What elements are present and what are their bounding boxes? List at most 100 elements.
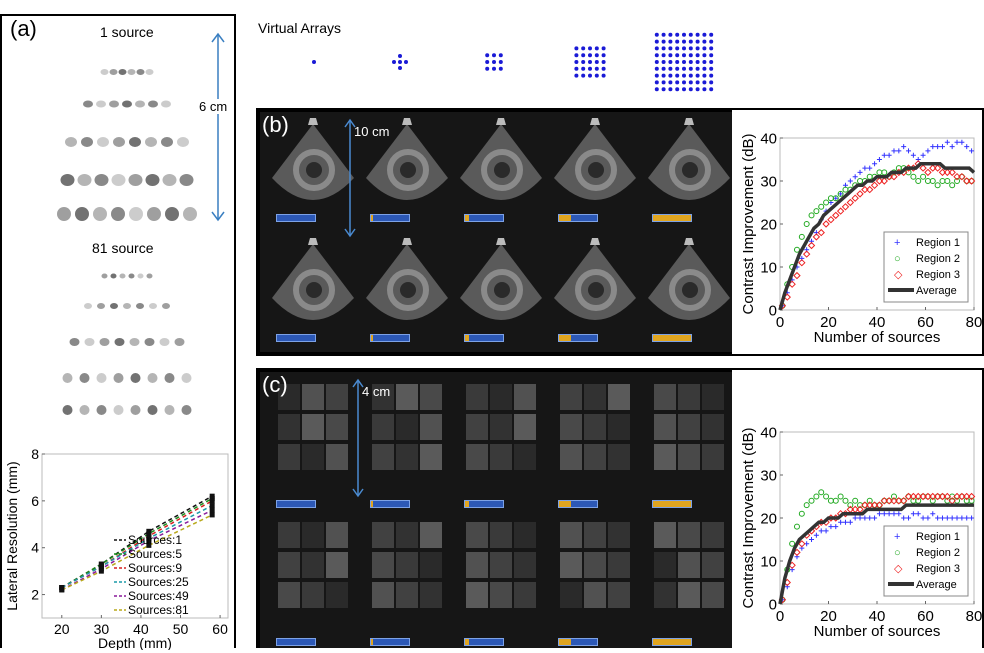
sector-shape [366,124,448,200]
array-dot [675,80,680,85]
array-dot [688,87,693,92]
sector-shape [554,124,636,200]
ultrasound-thumbnail [552,378,638,508]
psf-blob [147,207,161,221]
psf-blob [111,207,125,221]
data-point [838,191,844,197]
array-dot [654,73,659,78]
x-tick-label: 40 [869,314,886,331]
tissue-patch [490,552,512,578]
heart-chamber [494,162,510,178]
array-dot [574,53,579,58]
panel-b: (b) 10 cm 0 20 40 60 80 0 10 20 30 40 Number of so… [256,108,984,356]
tissue-patch [466,384,488,410]
data-point [909,492,918,501]
psf-blob [62,373,73,383]
psf-blob [84,303,92,309]
psf-blob [146,273,153,279]
tissue-patch [608,414,630,440]
scale-label-6cm: 6 cm [199,99,228,114]
array-dot [709,39,714,44]
x-tick-label: 30 [94,621,110,637]
array-dot [682,39,686,44]
array-dot [654,39,659,44]
tissue-patch [372,414,394,440]
array-dot [594,66,599,71]
psf-blob [79,405,90,415]
psf-image-1-source [57,69,197,221]
data-point [954,139,960,145]
x-tick-label: 20 [54,621,70,637]
probe-tip [402,118,412,125]
tissue-patch [326,384,348,410]
ultrasound-thumbnail [646,238,732,346]
heart-chamber [494,282,510,298]
tissue-patch [372,582,394,608]
data-point [924,492,932,501]
ultrasound-thumbnail [552,118,638,226]
array-dot [695,87,700,92]
tissue-patch [678,552,700,578]
array-dot [682,66,686,71]
psf-blob [94,174,109,186]
source-count-bar [652,500,692,508]
array-dot [588,53,592,58]
data-point [876,169,883,176]
panel-a-letter: (a) [10,16,37,41]
source-count-bar-fill [371,215,373,221]
y-tick-label: 8 [31,446,39,462]
array-dot [601,60,606,64]
data-point [929,178,936,184]
ultrasound-thumbnail [646,378,732,508]
tissue-patch [678,444,700,470]
psf-blob [129,338,140,346]
tissue-patch [608,582,630,608]
data-point [967,492,976,501]
data-point [832,195,839,202]
data-point [842,186,849,193]
series-line [61,497,213,589]
psf-blob [130,405,141,415]
array-dot [654,53,659,58]
tissue-patch [302,414,324,440]
x-tick-label: 0 [776,608,784,625]
data-point [793,246,800,253]
panel-b-image-grid [260,112,732,352]
ultrasound-thumbnail [364,118,450,226]
data-point [949,515,955,521]
data-point [953,172,961,181]
tissue-patch [608,552,630,578]
array-dot [695,39,700,44]
array-dot [682,60,686,64]
data-point [847,502,854,509]
heart-chamber [306,282,322,298]
data-point [817,228,825,237]
data-point [832,211,840,220]
psf-blob [109,69,118,75]
source-count-bar [558,334,598,342]
tissue-patch [608,384,630,410]
average-line [778,162,976,311]
psf-blob [135,100,145,108]
tissue-patch [654,552,676,578]
data-point [948,168,956,177]
tissue-patch [466,552,488,578]
array-dot [594,46,599,51]
array-dot [668,46,673,51]
data-point [924,178,931,184]
tissue-patch [514,414,536,440]
source-count-bar [370,500,410,508]
tissue-patch [560,384,582,410]
psf-blob [164,373,175,383]
array-dot [498,53,503,58]
tissue-patch [326,582,348,608]
psf-blob [77,174,92,186]
tissue-patch [372,444,394,470]
psf-blob [177,137,189,147]
psf-blob [84,338,95,346]
tissue-patch [396,522,418,548]
array-dot [688,53,693,58]
data-point [915,497,922,504]
legend-label: Region 3 [916,269,960,281]
data-point [857,515,863,521]
